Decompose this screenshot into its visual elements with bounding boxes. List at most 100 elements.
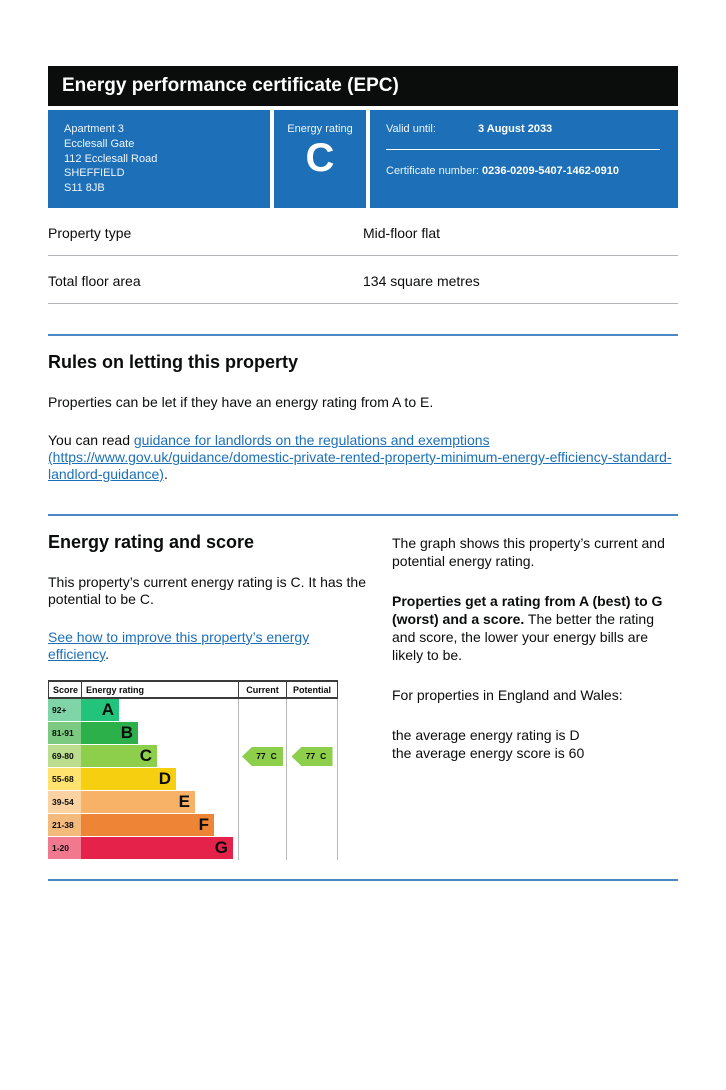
explainer-para2-bold: Properties get a rating from A (best) to… [392, 592, 663, 627]
epc-band-row-d: 55-68 D [48, 767, 338, 791]
epc-band-letter: D [158, 769, 171, 789]
valid-until-label: Valid until: [386, 123, 436, 135]
epc-score-range: 92+ [48, 698, 81, 722]
epc-current-cell [238, 721, 286, 745]
certificate-number-label: Certificate number: [386, 165, 479, 177]
epc-band-letter: G [214, 838, 228, 858]
rating-explainer: The graph shows this property’s current … [392, 516, 678, 860]
energy-rating-box: Energy rating C [274, 110, 366, 208]
epc-score-range: 69-80 [48, 744, 81, 768]
epc-band-bar-d: D [81, 767, 176, 791]
epc-potential-cell [286, 721, 338, 745]
rating-paragraph: This property’s current energy rating is… [48, 573, 366, 607]
epc-header-rating: Energy rating [81, 681, 238, 697]
epc-band-letter: B [120, 723, 133, 743]
epc-band-bar-g: G [81, 836, 233, 860]
property-type-label: Property type [48, 224, 132, 241]
epc-band-bar-f: F [81, 813, 214, 837]
improve-link-suffix: . [105, 645, 109, 662]
epc-current-cell [238, 813, 286, 837]
epc-current-cell: 77 C [238, 744, 286, 768]
epc-band-row-e: 39-54 E [48, 790, 338, 814]
floor-area-label: Total floor area [48, 272, 141, 289]
epc-potential-cell: 77 C [286, 744, 338, 768]
landlord-guidance-link-label: guidance for landlords on the regulation… [133, 431, 490, 448]
explainer-para2: Properties get a rating from A (best) to… [392, 592, 678, 664]
validity-divider [386, 149, 660, 150]
epc-chart-body: 92+ A 81-91 B 69-80 C 77 C 77 C 55-68 D 39-54 E 21-38 F… [48, 698, 338, 860]
explainer-para3: For properties in England and Wales: [392, 686, 623, 703]
explainer-para1: The graph shows this property’s current … [392, 534, 665, 569]
epc-potential-arrow: 77 C [291, 746, 333, 766]
property-type-value: Mid-floor flat [363, 224, 441, 241]
floor-area-value: 134 square metres [363, 272, 480, 289]
epc-bar-cell: C [81, 744, 238, 768]
property-address: Apartment 3 Ecclesall Gate 112 Ecclesall… [48, 110, 270, 208]
epc-score-range: 81-91 [48, 721, 81, 745]
epc-potential-cell [286, 813, 338, 837]
valid-until-date: 3 August 2033 [478, 123, 553, 135]
epc-band-row-g: 1-20 G [48, 836, 338, 860]
epc-band-letter: A [101, 700, 114, 720]
epc-score-range: 55-68 [48, 767, 81, 791]
epc-score-range: 1-20 [48, 836, 81, 860]
address-line: S11 8JB [64, 182, 105, 195]
epc-current-arrow: 77 C [242, 746, 283, 766]
energy-rating-label: Energy rating [287, 123, 353, 135]
epc-potential-cell [286, 836, 338, 860]
address-line: Apartment 3 [64, 123, 124, 135]
epc-band-row-b: 81-91 B [48, 721, 338, 745]
epc-band-row-a: 92+ A [48, 698, 338, 722]
epc-band-bar-c: C [81, 744, 157, 768]
improve-efficiency-link[interactable]: See how to improve this property’s energ… [48, 629, 309, 662]
epc-document: Energy performance certificate (EPC) Apa… [48, 66, 678, 881]
rating-heading: Energy rating and score [48, 531, 255, 552]
certificate-summary-panel: Apartment 3 Ecclesall Gate 112 Ecclesall… [48, 110, 678, 208]
address-line: 112 Ecclesall Road [64, 152, 158, 165]
section-divider [48, 878, 678, 881]
epc-bar-cell: D [81, 767, 238, 791]
floor-area-row: Total floor area 134 square metres [48, 256, 678, 304]
landlord-guidance-link[interactable]: guidance for landlords on the regulation… [48, 432, 672, 482]
average-score-line: the average energy score is 60 [392, 744, 585, 761]
epc-bar-cell: A [81, 698, 238, 722]
epc-potential-cell [286, 698, 338, 722]
explainer-para2-rest: The better the rating and score, the low… [392, 610, 654, 663]
rules-paragraph: Properties can be let if they have an en… [48, 393, 434, 410]
certificate-number: 0236-0209-5407-1462-0910 [482, 165, 620, 177]
epc-current-cell [238, 790, 286, 814]
average-rating-line: the average energy rating is D [392, 726, 580, 743]
rules-link-paragraph: You can read guidance for landlords on t… [48, 432, 678, 483]
energy-rating-section: Energy rating and score This property’s … [48, 516, 678, 860]
section-divider [48, 513, 678, 516]
document-title: Energy performance certificate (EPC) [62, 75, 399, 96]
epc-chart: Score Energy rating Current Potential 92… [48, 679, 338, 860]
epc-current-cell [238, 836, 286, 860]
epc-potential-cell [286, 790, 338, 814]
epc-bar-cell: F [81, 813, 238, 837]
epc-score-range: 39-54 [48, 790, 81, 814]
epc-bar-cell: G [81, 836, 238, 860]
energy-rating-value: C [305, 136, 335, 180]
validity-box: Valid until: 3 August 2033 Certificate n… [370, 110, 678, 208]
section-divider [48, 333, 678, 336]
epc-band-bar-e: E [81, 790, 195, 814]
epc-band-bar-b: B [81, 721, 138, 745]
address-line: SHEFFIELD [64, 167, 125, 180]
epc-band-letter: E [178, 792, 190, 812]
epc-bar-cell: B [81, 721, 238, 745]
epc-current-cell [238, 698, 286, 722]
property-type-row: Property type Mid-floor flat [48, 208, 678, 256]
epc-band-bar-a: A [81, 698, 119, 722]
landlord-guidance-link-url: (https://www.gov.uk/guidance/domestic-pr… [48, 448, 672, 482]
epc-header-potential: Potential [286, 681, 338, 697]
rules-link-prefix: You can read [48, 431, 134, 448]
epc-header-current: Current [238, 681, 286, 697]
epc-current-cell [238, 767, 286, 791]
epc-band-row-f: 21-38 F [48, 813, 338, 837]
epc-band-letter: C [139, 746, 152, 766]
epc-band-letter: F [198, 815, 209, 835]
improve-link-paragraph: See how to improve this property’s energ… [48, 629, 370, 663]
epc-band-row-c: 69-80 C 77 C 77 C [48, 744, 338, 768]
